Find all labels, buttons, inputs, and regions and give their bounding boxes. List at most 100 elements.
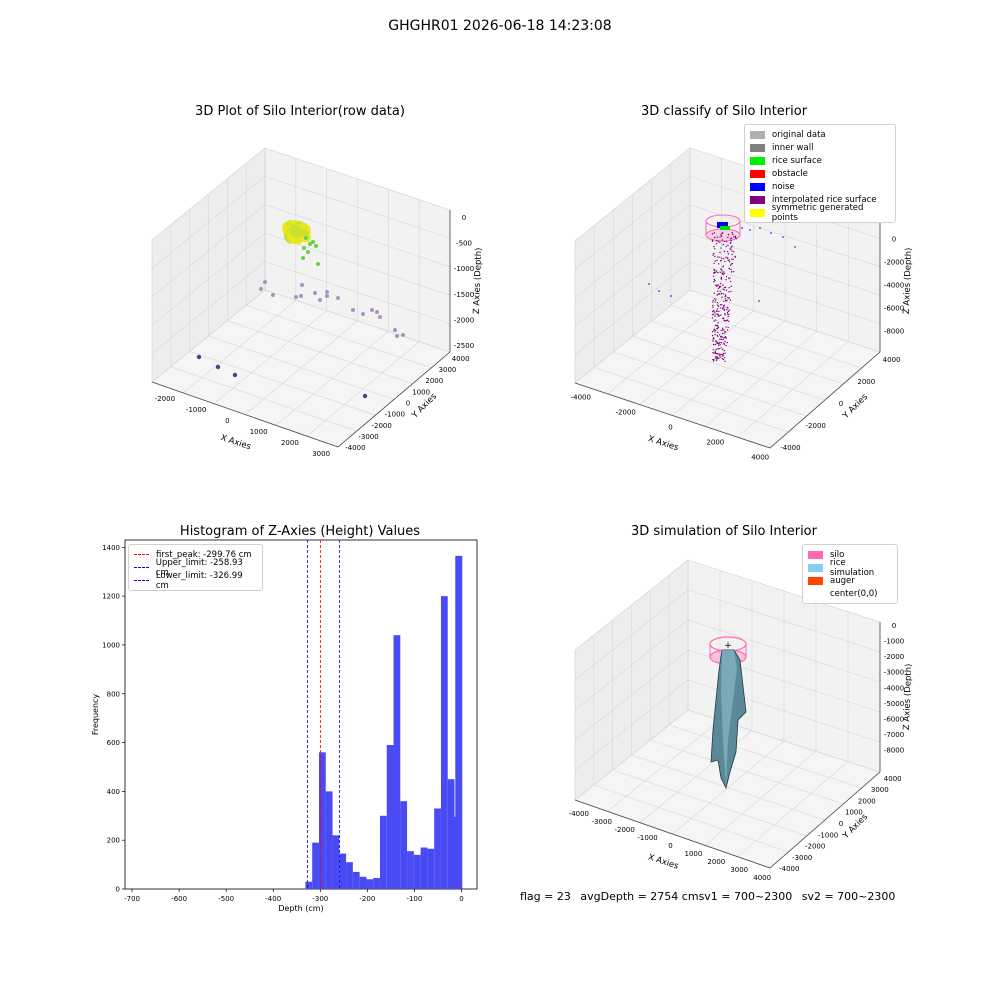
noise-point: [741, 227, 743, 229]
histogram-bar: [434, 808, 441, 889]
y-tick-label: -3000: [358, 433, 378, 441]
interpolated-point: [711, 239, 714, 241]
y-axis-line: [769, 771, 881, 869]
legend-entry: first_peak: -299.76 cm: [134, 548, 257, 561]
legend-entry: rice simulation: [808, 558, 892, 578]
deep-point: [215, 364, 221, 370]
raw-point: [325, 290, 329, 294]
interpolated-point: [716, 342, 718, 345]
interpolated-point: [735, 237, 738, 240]
wall-grid: [687, 619, 881, 683]
interpolated-point: [721, 270, 723, 272]
interpolated-point: [728, 320, 730, 323]
histogram-bar: [346, 862, 353, 889]
interpolated-point: [713, 320, 715, 322]
green-point: [308, 242, 312, 246]
interpolated-point: [721, 296, 723, 298]
interpolated-point: [714, 350, 716, 352]
sv1-status: sv1 = 700~2300: [698, 890, 793, 903]
x-tick-label: -2000: [155, 395, 175, 403]
plot-frame: [124, 539, 478, 890]
interpolated-point: [727, 244, 729, 246]
legend-label: inner wall: [772, 142, 814, 153]
interpolated-point: [714, 324, 717, 326]
z-tick-label: -1500: [454, 291, 474, 299]
interpolated-point: [720, 247, 722, 249]
x-tick-label: 4000: [753, 874, 771, 882]
interpolated-point: [716, 334, 719, 337]
interpolated-point: [712, 352, 715, 354]
y-tick-label: 200: [107, 837, 120, 845]
interpolated-point: [711, 317, 714, 319]
interpolated-point: [728, 267, 730, 270]
interpolated-point: [723, 319, 725, 321]
interpolated-point: [720, 259, 722, 262]
interpolated-point: [724, 286, 727, 289]
interpolated-point: [714, 280, 716, 282]
z-tick-label: -1000: [454, 265, 474, 273]
floor-grid: [213, 310, 327, 404]
interpolated-point: [727, 326, 729, 329]
legend-swatch: [808, 576, 823, 585]
interpolated-point: [722, 354, 725, 356]
interpolated-point: [723, 342, 725, 344]
z-tick-label: -2000: [884, 258, 904, 266]
figure-title: GHGHR01 2026-06-18 14:23:08: [388, 18, 612, 34]
raw-point: [300, 283, 304, 287]
legend-label: rice simulation: [829, 557, 875, 578]
interpolated-point: [717, 304, 719, 306]
legend-label: center(0,0): [830, 588, 878, 599]
legend-swatch: [808, 590, 823, 598]
y-tick-label: -4000: [345, 444, 365, 452]
y-axis-label: Frequency: [91, 694, 100, 736]
interpolated-point: [721, 357, 724, 360]
floor-grid: [306, 341, 420, 437]
interpolated-point: [731, 245, 734, 247]
wall-grid: [689, 261, 881, 324]
interpolated-point: [713, 329, 715, 331]
y-tick-label: -4000: [780, 444, 800, 452]
y-tick-label: 600: [107, 739, 120, 747]
x-axis-line: [574, 382, 771, 449]
x-tick-label: 3000: [312, 450, 330, 458]
wall-grid: [264, 204, 451, 268]
interpolated-point: [719, 356, 722, 358]
interpolated-point: [729, 280, 732, 283]
legend-entry: original data: [750, 128, 890, 141]
legend-label: auger: [830, 575, 855, 586]
legend-entry: Upper_limit: -258.93 cm: [134, 558, 257, 578]
wall-grid: [574, 204, 691, 299]
legend-swatch: [808, 550, 823, 559]
y-tick-label: 2000: [857, 378, 875, 386]
y-tick-label: 3000: [871, 786, 889, 794]
simulation-3d-plot: -4000-3000-2000-100001000200030004000-40…: [569, 559, 914, 882]
x-axis-label: X Axies: [647, 852, 680, 871]
interpolated-point: [719, 241, 721, 243]
interpolated-point: [712, 254, 714, 256]
classify-panel-title: 3D classify of Silo Interior: [640, 104, 808, 119]
y-tick-label: 1400: [102, 544, 120, 552]
interpolated-point: [723, 337, 725, 339]
interpolated-point: [715, 271, 717, 273]
legend-label: rice surface: [772, 155, 822, 166]
interpolated-point: [726, 313, 729, 315]
histogram-title: Histogram of Z-Axies (Height) Values: [179, 524, 421, 539]
legend-label: symmetric generated points: [771, 202, 864, 223]
interpolated-point: [713, 292, 715, 294]
wall-grid: [151, 289, 266, 383]
x-tick-label: -2000: [615, 409, 635, 417]
noise-point: [670, 295, 672, 297]
interpolated-point: [715, 242, 718, 245]
interpolated-point: [718, 353, 721, 355]
interpolated-point: [719, 271, 722, 273]
interpolated-point: [724, 360, 726, 363]
interpolated-point: [723, 271, 725, 273]
floor-grid: [704, 331, 817, 427]
histogram-bar: [318, 752, 326, 889]
interpolated-point: [717, 348, 719, 350]
wall-grid: [574, 176, 691, 270]
interpolated-point: [721, 332, 724, 335]
interpolated-point: [718, 342, 720, 345]
interpolated-point: [713, 268, 715, 271]
legend-line: [134, 580, 149, 581]
